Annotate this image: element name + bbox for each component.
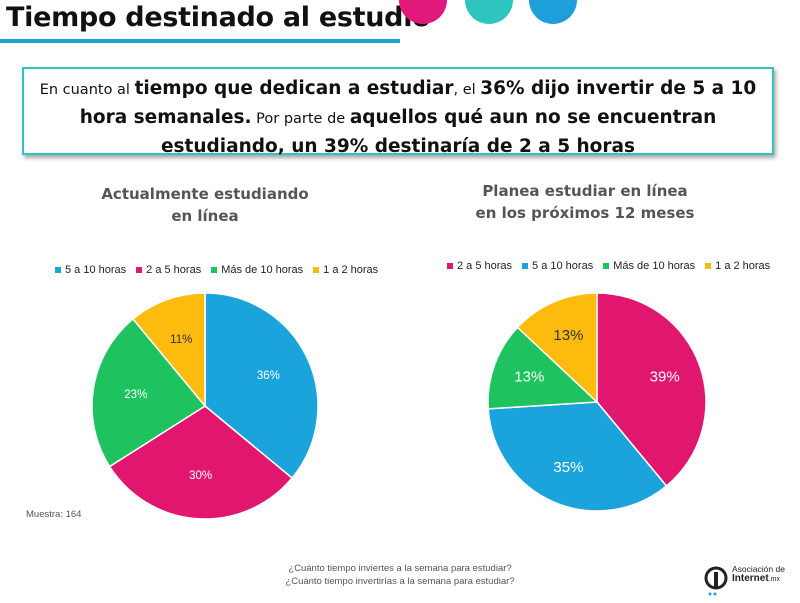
chart1-pie: 36% 30% 23% 11% <box>91 292 319 520</box>
slice-label: 11% <box>170 334 192 346</box>
pie-slice <box>516 292 598 404</box>
legend-label: 5 a 10 horas <box>532 260 594 272</box>
slice-label: 39% <box>650 369 680 386</box>
callout-highlight: aquellos qué aun no se encuentran estudi… <box>160 107 717 157</box>
logo-line2: Internet.mx <box>732 574 785 585</box>
legend-swatch <box>522 263 529 269</box>
callout-text: Por parte de <box>251 111 350 127</box>
legend-item: 5 a 10 horas <box>522 260 593 272</box>
legend-item: Más de 10 horas <box>603 260 695 272</box>
decor-circle-teal <box>465 0 513 24</box>
legend-item: 2 a 5 horas <box>447 260 512 272</box>
callout-text: , el <box>453 82 481 98</box>
slice-label: 13% <box>553 327 583 344</box>
callout-highlight: tiempo que dedican a estudiar <box>134 78 454 99</box>
pie-slice <box>108 405 294 520</box>
chart2-legend: 2 a 5 horas 5 a 10 horas Más de 10 horas 1 … <box>447 260 770 272</box>
legend-label: Más de 10 horas <box>613 260 696 272</box>
page-title: Tiempo destinado al estudio <box>6 2 431 33</box>
legend-item: 1 a 2 horas <box>705 260 770 272</box>
slice-label: 30% <box>189 470 212 482</box>
summary-callout: En cuanto al tiempo que dedican a estudi… <box>22 67 774 157</box>
chart1-title-line2: en línea <box>171 207 239 225</box>
slice-label: 35% <box>553 459 583 476</box>
sample-size: Muestra: 164 <box>26 509 82 520</box>
chart2-title-line1: Planea estudiar en línea <box>482 182 688 200</box>
pie-slice <box>204 292 319 480</box>
legend-swatch <box>211 267 218 273</box>
pie-slice <box>487 401 668 512</box>
logo-line1: Asociación de <box>732 564 785 574</box>
legend-label: 1 a 2 horas <box>715 260 771 272</box>
legend-label: 1 a 2 horas <box>323 264 379 276</box>
chart2-title: Planea estudiar en línea en los próximos… <box>455 180 715 224</box>
title-underline <box>0 39 400 43</box>
survey-question-2: ¿Cuánto tiempo invertirías a la semana p… <box>285 576 515 587</box>
chart2-pie: 39% 35% 13% 13% <box>487 292 707 512</box>
legend-label: 5 a 10 horas <box>65 264 127 276</box>
legend-label: 2 a 5 horas <box>146 264 202 276</box>
callout-highlight: 36% dijo invertir de 5 a 10 hora semanal… <box>79 78 757 128</box>
legend-item: 2 a 5 horas <box>136 264 201 276</box>
legend-swatch <box>705 263 712 269</box>
logo-suffix: .mx <box>768 576 780 583</box>
aimx-logo-icon <box>704 566 728 596</box>
logo-text: Asociación de Internet.mx <box>732 564 785 585</box>
slice-label: 23% <box>124 389 147 401</box>
legend-swatch <box>603 263 610 269</box>
legend-swatch <box>447 263 453 269</box>
legend-swatch <box>136 267 143 273</box>
pie-slice <box>91 317 207 468</box>
aimx-logo: Asociación de Internet.mx <box>700 558 796 598</box>
pie-slice <box>487 326 599 410</box>
legend-swatch <box>55 267 61 273</box>
callout-text: En cuanto al <box>39 82 135 98</box>
decor-circle-blue <box>529 0 577 24</box>
legend-label: 2 a 5 horas <box>457 260 513 272</box>
logo-word: Internet <box>732 573 769 584</box>
legend-label: Más de 10 horas <box>221 264 304 276</box>
chart1-legend: 5 a 10 horas 2 a 5 horas Más de 10 horas 1 … <box>55 264 378 276</box>
survey-question-1: ¿Cuánto tiempo inviertes a la semana par… <box>288 563 512 574</box>
pie-slice <box>596 292 707 488</box>
slice-label: 13% <box>514 369 544 386</box>
pie-slice <box>131 292 206 409</box>
chart2-title-line2: en los próximos 12 meses <box>475 204 695 222</box>
slice-label: 36% <box>257 370 280 382</box>
legend-swatch <box>313 267 320 273</box>
legend-item: 1 a 2 horas <box>313 264 378 276</box>
legend-item: Más de 10 horas <box>211 264 303 276</box>
chart1-title-line1: Actualmente estudiando <box>101 185 309 203</box>
legend-item: 5 a 10 horas <box>55 264 126 276</box>
chart1-title: Actualmente estudiando en línea <box>75 183 335 227</box>
